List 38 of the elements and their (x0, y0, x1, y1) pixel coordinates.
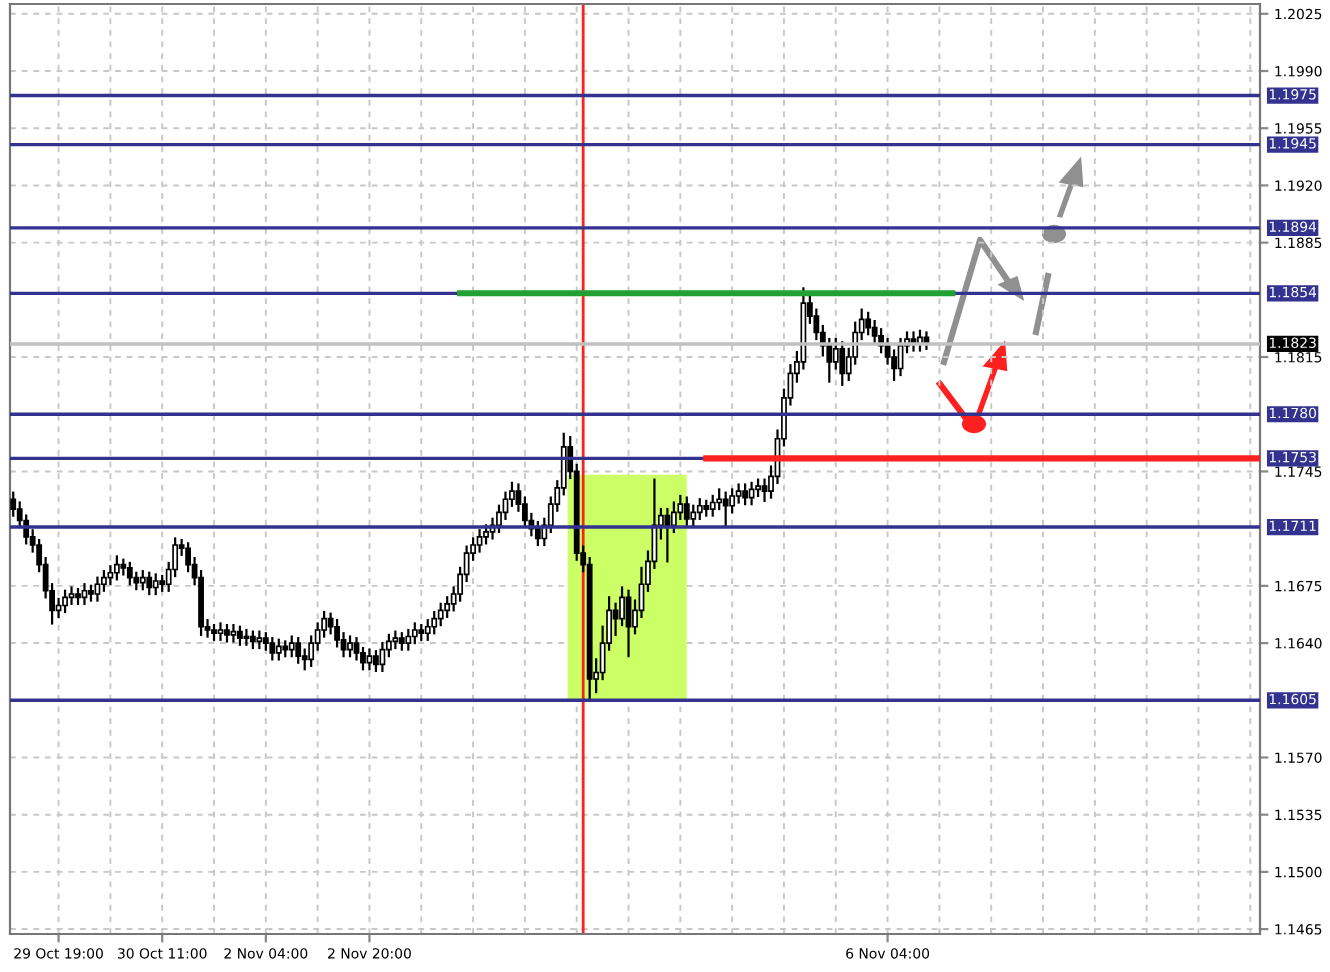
candlestick (366, 648, 373, 671)
candlestick (295, 637, 302, 664)
candlestick (742, 483, 749, 506)
candlestick (405, 628, 412, 651)
candlestick (431, 610, 438, 635)
candlestick (152, 573, 159, 596)
candlestick (534, 521, 541, 547)
candlestick (10, 491, 17, 517)
candlestick (288, 635, 295, 658)
candlestick (411, 622, 418, 645)
candlestick (275, 638, 282, 661)
candlestick (761, 478, 768, 502)
candlestick (269, 637, 276, 661)
candlestick (476, 529, 483, 553)
candlestick (625, 589, 632, 658)
candlestick (146, 571, 153, 596)
candlestick (709, 494, 716, 517)
candlestick (664, 507, 671, 563)
candlestick (126, 561, 133, 586)
candlestick (113, 555, 120, 581)
candlestick (217, 622, 224, 641)
candlestick (437, 602, 444, 627)
candlestick (865, 311, 872, 336)
candlestick (683, 496, 690, 527)
candlestick (373, 650, 379, 672)
candlestick (839, 341, 846, 386)
candlestick (690, 504, 697, 527)
candlestick (424, 619, 431, 641)
candlestick (347, 635, 353, 658)
candlestick (243, 628, 250, 646)
candlestick (722, 491, 729, 529)
candlestick (832, 337, 839, 370)
candlestick (716, 488, 723, 511)
candlestick (696, 498, 703, 520)
candlestick (62, 589, 68, 614)
candlestick (68, 586, 75, 605)
candlestick (94, 576, 101, 602)
candlestick (230, 623, 237, 643)
